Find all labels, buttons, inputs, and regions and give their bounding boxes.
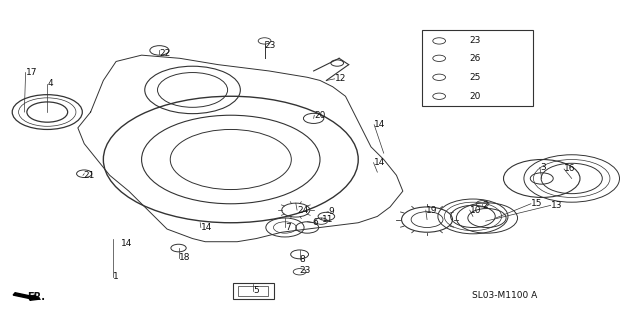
Text: 19: 19 xyxy=(426,206,437,215)
Text: 11: 11 xyxy=(322,215,333,224)
Text: 14: 14 xyxy=(121,239,132,248)
Text: 7: 7 xyxy=(285,223,291,232)
Text: 6: 6 xyxy=(312,218,318,227)
Text: 14: 14 xyxy=(201,223,212,232)
Text: 24: 24 xyxy=(297,206,308,215)
Text: 4: 4 xyxy=(47,79,53,88)
Text: 8: 8 xyxy=(300,255,305,263)
Text: 14: 14 xyxy=(374,120,385,129)
Text: 23: 23 xyxy=(264,41,275,50)
FancyArrow shape xyxy=(13,293,39,300)
Text: 16: 16 xyxy=(564,165,575,174)
Text: 10: 10 xyxy=(470,206,481,215)
Text: 23: 23 xyxy=(470,36,481,45)
FancyBboxPatch shape xyxy=(233,283,274,299)
Text: 23: 23 xyxy=(300,266,311,275)
Bar xyxy=(422,30,534,106)
Text: 5: 5 xyxy=(253,286,259,295)
Text: 3: 3 xyxy=(540,163,545,172)
Text: 26: 26 xyxy=(470,54,481,63)
Text: FR.: FR. xyxy=(27,292,45,302)
Text: 9: 9 xyxy=(328,207,334,216)
Text: 21: 21 xyxy=(83,171,94,180)
Text: 2: 2 xyxy=(483,201,488,210)
Text: 1: 1 xyxy=(113,272,118,281)
Text: 20: 20 xyxy=(470,92,481,101)
Text: 20: 20 xyxy=(314,111,326,120)
Text: 25: 25 xyxy=(470,73,481,82)
Text: 12: 12 xyxy=(335,74,346,83)
Text: SL03-M1100 A: SL03-M1100 A xyxy=(472,291,538,300)
Text: 18: 18 xyxy=(179,253,190,262)
Text: 15: 15 xyxy=(531,199,543,208)
Text: 17: 17 xyxy=(26,68,37,77)
Bar xyxy=(239,286,268,296)
Text: 14: 14 xyxy=(374,158,385,167)
Text: 22: 22 xyxy=(159,49,171,58)
Text: 13: 13 xyxy=(550,201,562,210)
